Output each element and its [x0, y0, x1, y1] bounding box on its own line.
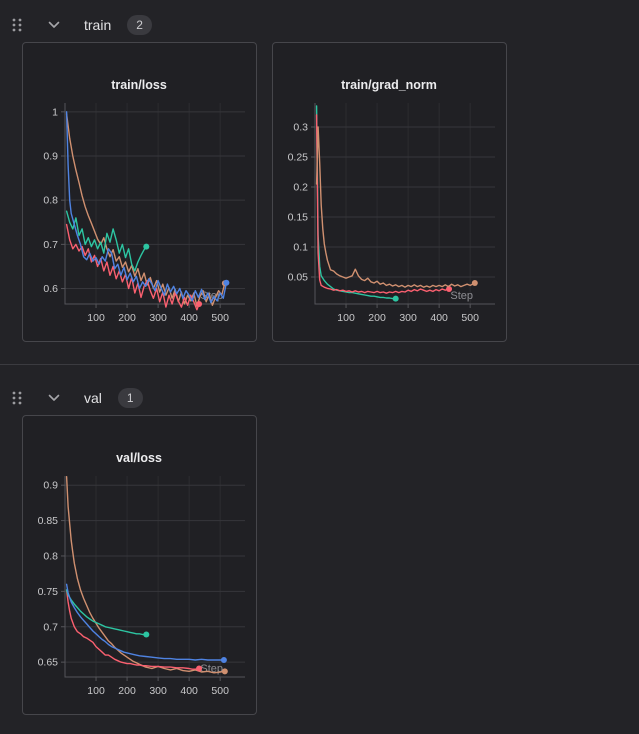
svg-text:Step: Step [450, 290, 473, 302]
svg-text:1: 1 [52, 106, 58, 118]
svg-text:400: 400 [180, 312, 198, 324]
drag-handle-icon[interactable] [10, 17, 24, 33]
svg-text:0.05: 0.05 [288, 272, 309, 284]
section-train-header: train 2 [0, 8, 639, 42]
chart-card-train-grad-norm[interactable]: train/grad_norm 0.05 0.1 0.15 0.2 0.25 0.3 100 2… [272, 42, 507, 342]
svg-text:0.9: 0.9 [43, 480, 58, 492]
svg-text:0.2: 0.2 [293, 182, 308, 194]
svg-text:0.9: 0.9 [43, 151, 58, 163]
chevron-down-icon[interactable] [46, 17, 62, 33]
svg-text:500: 500 [211, 685, 229, 697]
svg-text:300: 300 [149, 312, 167, 324]
svg-text:500: 500 [211, 312, 229, 324]
svg-text:0.6: 0.6 [43, 283, 58, 295]
svg-text:500: 500 [461, 312, 479, 324]
svg-text:val/loss: val/loss [116, 451, 162, 465]
svg-text:0.8: 0.8 [43, 195, 58, 207]
drag-handle-icon[interactable] [10, 390, 24, 406]
svg-text:0.3: 0.3 [293, 122, 308, 134]
svg-text:0.85: 0.85 [38, 515, 59, 527]
svg-text:0.65: 0.65 [38, 657, 59, 669]
svg-text:Step: Step [200, 663, 223, 675]
section-train-label[interactable]: train [84, 17, 112, 33]
section-train: train 2 train/loss 0.6 0.7 0.8 0.9 1 100 200 300… [0, 0, 639, 342]
svg-text:300: 300 [149, 685, 167, 697]
svg-text:train/grad_norm: train/grad_norm [341, 78, 437, 92]
chevron-down-icon[interactable] [46, 390, 62, 406]
svg-text:200: 200 [368, 312, 386, 324]
svg-text:0.7: 0.7 [43, 621, 58, 633]
section-train-count-badge: 2 [127, 15, 152, 35]
val-cards-row: val/loss 0.65 0.7 0.75 0.8 0.85 0.9 100 200 300 40… [0, 415, 639, 715]
section-val-label[interactable]: val [84, 390, 102, 406]
svg-text:100: 100 [87, 312, 105, 324]
chart-card-train-loss[interactable]: train/loss 0.6 0.7 0.8 0.9 1 100 200 300 400 500 St… [22, 42, 257, 342]
svg-text:200: 200 [118, 312, 136, 324]
svg-text:400: 400 [430, 312, 448, 324]
section-divider [0, 364, 639, 365]
svg-text:0.25: 0.25 [288, 152, 309, 164]
svg-text:200: 200 [118, 685, 136, 697]
svg-text:300: 300 [399, 312, 417, 324]
svg-text:0.15: 0.15 [288, 212, 309, 224]
svg-text:100: 100 [87, 685, 105, 697]
section-val-header: val 1 [0, 381, 639, 415]
val-loss-chart: val/loss 0.65 0.7 0.75 0.8 0.85 0.9 100 200 300 40… [38, 451, 245, 697]
svg-text:train/loss: train/loss [111, 78, 167, 92]
svg-text:0.7: 0.7 [43, 239, 58, 251]
train-grad-norm-chart: train/grad_norm 0.05 0.1 0.15 0.2 0.25 0.3 100 2… [288, 78, 495, 324]
chart-card-val-loss[interactable]: val/loss 0.65 0.7 0.75 0.8 0.85 0.9 100 200 300 40… [22, 415, 257, 715]
svg-text:0.1: 0.1 [293, 242, 308, 254]
svg-text:0.8: 0.8 [43, 550, 58, 562]
section-val: val 1 val/loss 0.65 0.7 0.75 0.8 0.85 0.9 100 20… [0, 365, 639, 715]
section-val-count-badge: 1 [117, 388, 143, 408]
svg-text:0.75: 0.75 [38, 586, 59, 598]
svg-text:100: 100 [337, 312, 355, 324]
svg-text:400: 400 [180, 685, 198, 697]
train-cards-row: train/loss 0.6 0.7 0.8 0.9 1 100 200 300 400 500 St… [0, 42, 639, 342]
